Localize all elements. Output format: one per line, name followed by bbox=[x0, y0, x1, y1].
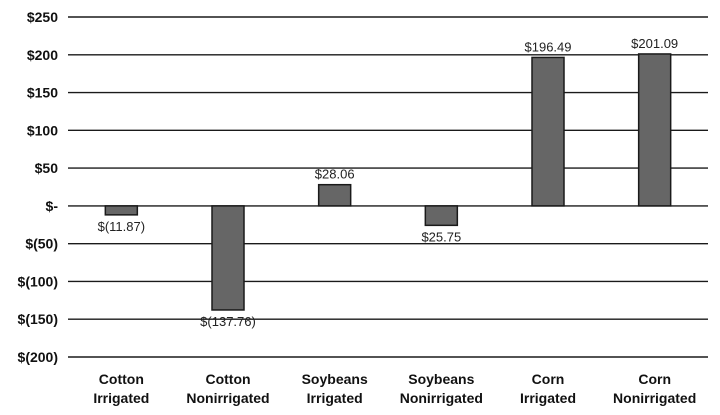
x-tick-label-1-line-0: Cotton bbox=[205, 371, 250, 387]
y-axis-tick-labels: $250 $200 $150 $100 $50 $- $(50) $(100) $(150) $(… bbox=[18, 9, 59, 365]
y-tick-label-6: $(50) bbox=[25, 236, 58, 252]
gridlines bbox=[68, 16, 708, 358]
x-tick-label-0-line-0: Cotton bbox=[99, 371, 144, 387]
y-tick-label-8: $(150) bbox=[18, 311, 58, 327]
y-tick-label-1: $200 bbox=[27, 47, 58, 63]
data-labels: $(11.87) $(137.76) $28.06 $25.75 $196.49 $201… bbox=[98, 36, 679, 329]
data-label-3: $25.75 bbox=[421, 229, 461, 244]
y-tick-label-3: $100 bbox=[27, 122, 58, 138]
y-tick-label-9: $(200) bbox=[18, 349, 58, 365]
bars bbox=[104, 53, 672, 311]
x-tick-label-2-line-1: Irrigated bbox=[307, 390, 363, 406]
x-tick-label-4-line-1: Irrigated bbox=[520, 390, 576, 406]
bar-5 bbox=[637, 53, 672, 207]
x-tick-label-4-line-0: Corn bbox=[532, 371, 565, 387]
x-tick-label-0-line-1: Irrigated bbox=[93, 390, 149, 406]
x-axis-tick-labels: Cotton Irrigated Cotton Nonirrigated Soybean… bbox=[93, 371, 696, 406]
bar-4 bbox=[531, 56, 565, 207]
bar-0 bbox=[104, 205, 139, 216]
data-label-5: $201.09 bbox=[631, 36, 678, 51]
data-label-1: $(137.76) bbox=[200, 314, 256, 329]
bar-2 bbox=[317, 183, 352, 207]
data-label-2: $28.06 bbox=[315, 167, 355, 182]
y-tick-label-0: $250 bbox=[27, 9, 58, 25]
data-label-4: $196.49 bbox=[525, 39, 572, 54]
y-tick-label-4: $50 bbox=[35, 160, 59, 176]
x-tick-label-3-line-0: Soybeans bbox=[408, 371, 474, 387]
x-tick-label-5-line-1: Nonirrigated bbox=[613, 390, 696, 406]
x-tick-label-5-line-0: Corn bbox=[638, 371, 671, 387]
y-tick-label-2: $150 bbox=[27, 85, 58, 101]
bar-1 bbox=[211, 205, 245, 311]
data-label-0: $(11.87) bbox=[98, 219, 145, 234]
y-tick-label-5: $- bbox=[46, 198, 59, 214]
x-tick-label-3-line-1: Nonirrigated bbox=[400, 390, 483, 406]
bar-3 bbox=[424, 205, 459, 227]
x-tick-label-2-line-0: Soybeans bbox=[302, 371, 368, 387]
y-tick-label-7: $(100) bbox=[18, 273, 58, 289]
x-tick-label-1-line-1: Nonirrigated bbox=[186, 390, 269, 406]
